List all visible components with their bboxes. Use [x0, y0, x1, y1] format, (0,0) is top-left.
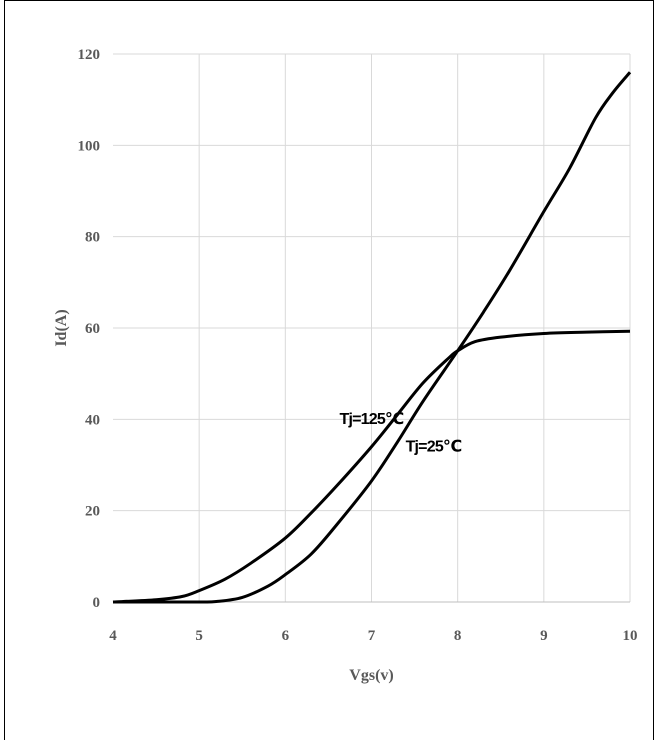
series-line-1 — [112, 71, 632, 604]
x-tick-label: 7 — [368, 628, 376, 644]
chart-frame — [4, 0, 654, 740]
series-annotation: Tj=25℃ — [406, 438, 462, 455]
x-tick-label: 6 — [282, 628, 290, 644]
series-annotation: Tj=125℃ — [339, 411, 403, 428]
annotations: Tj=125℃Tj=25℃ — [339, 411, 462, 455]
x-axis-title: Vgs(v) — [349, 667, 393, 684]
series-lines — [112, 71, 632, 604]
y-axis-title: Id(A) — [53, 309, 70, 346]
grid-lines — [113, 53, 631, 602]
y-tick-label: 40 — [85, 412, 100, 428]
x-tick-label: 4 — [109, 628, 117, 644]
x-tick-label: 9 — [540, 628, 548, 644]
y-tick-label: 80 — [85, 230, 100, 246]
y-tick-label: 20 — [85, 504, 100, 520]
x-tick-label: 8 — [454, 628, 462, 644]
y-tick-label: 0 — [93, 595, 101, 611]
x-tick-label: 5 — [195, 628, 203, 644]
series-line-0 — [112, 329, 631, 604]
y-tick-label: 100 — [78, 138, 101, 154]
y-tick-label: 120 — [78, 47, 101, 63]
y-tick-label: 60 — [85, 321, 100, 337]
x-tick-label: 10 — [623, 628, 638, 644]
